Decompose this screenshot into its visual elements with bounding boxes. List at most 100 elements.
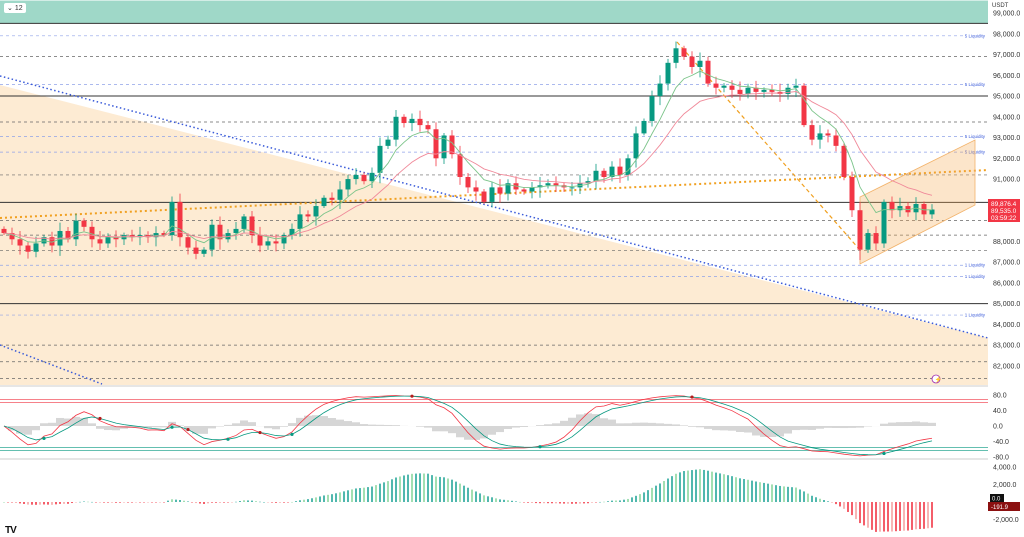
candle-body [177,201,183,238]
interval-legend[interactable]: ⌄ 12 [4,3,26,13]
macd-histogram-bar [15,502,17,503]
oscillator-histogram-bar [640,422,648,426]
oscillator-histogram-bar [832,426,840,428]
currency-unit[interactable]: USDT [992,3,1009,9]
price-tick-label: 93,000.0 [993,135,1020,142]
macd-histogram-bar [711,471,713,502]
macd-value-label: -191.9 [991,505,1009,511]
macd-histogram-bar [655,485,657,502]
macd-histogram-bar [907,502,909,531]
macd-histogram-bar [427,473,429,502]
macd-histogram-bar [539,502,541,504]
crossover-dot [410,394,414,398]
macd-histogram-bar [787,486,789,502]
macd-histogram-bar [887,502,889,532]
macd-histogram-bar [431,475,433,502]
macd-histogram-bar [803,491,805,502]
price-axis[interactable]: 99,000.0 98,000.0 97,000.0 96,000.0 95,000.0… [988,0,1024,537]
oscillator-signal-line [3,395,933,457]
macd-histogram-bar [371,486,373,502]
macd-histogram-bar [123,502,125,503]
macd-histogram-bar [627,498,629,502]
candle-body [33,243,39,252]
macd-histogram-bar [735,477,737,502]
liquidity-label: 1 Liquidity [965,313,986,318]
macd-histogram-bar [187,501,189,502]
oscillator-histogram-bar [240,420,248,426]
oscillator-histogram-bar [608,419,616,426]
candle-body [249,216,255,236]
candle-body [353,174,359,180]
macd-histogram-bar [227,502,229,503]
macd-histogram-bar [799,489,801,502]
ascending-channel [859,139,976,265]
macd-histogram-bar [807,493,809,502]
macd-histogram-bar [67,502,69,504]
oscillator-histogram-bar [816,426,824,429]
macd-histogram-bar [131,502,133,503]
macd-histogram-bar [91,501,93,503]
macd-histogram-bar [923,502,925,529]
candle-body [633,133,639,159]
macd-histogram-bar [871,502,873,530]
macd-histogram-bar [587,502,589,504]
macd-histogram-bar [575,502,577,504]
candle-body [465,177,471,188]
macd-histogram-bar [191,502,193,503]
candle-body [369,172,375,182]
oscillator-histogram-bar [704,426,712,429]
macd-histogram-bar [491,497,493,502]
macd-histogram-bar [303,499,305,502]
oscillator-histogram-bar [928,422,936,426]
oscillator-histogram-bar [512,426,520,428]
oscillator-histogram-bar [896,422,904,426]
oscillator-pane[interactable] [0,394,1024,460]
oscillator-histogram-bar [536,425,544,426]
macd-histogram-bar [591,502,593,503]
macd-histogram-bar [595,502,597,503]
macd-histogram-bar [919,502,921,530]
candle-body [113,237,119,240]
macd-histogram-bar [219,502,221,503]
macd-histogram-bar [827,501,829,502]
crossover-dot [42,436,46,440]
oscillator-histogram-bar [72,416,80,426]
macd-histogram-bar [567,502,569,504]
candle-body [401,116,407,124]
macd-histogram-bar [183,500,185,502]
macd-histogram-bar [311,498,313,502]
oscillator-histogram-bar [696,426,704,428]
candle-body [457,154,463,178]
macd-histogram-bar [691,470,693,502]
macd-histogram-bar [399,476,401,502]
macd-histogram-bar [467,487,469,502]
oscillator-histogram-bar [560,420,568,426]
macd-histogram-bar [243,500,245,502]
macd-histogram-bar [615,500,617,502]
candle-body [785,87,791,94]
candle-body [553,183,559,186]
candle-body [409,118,415,124]
candle-body [849,177,855,211]
macd-pane[interactable] [3,469,933,532]
oscillator-histogram-bar [880,423,888,426]
macd-histogram-bar [455,481,457,502]
candle-body [665,62,671,84]
oscillator-histogram-bar [152,426,160,428]
oscillator-histogram-bar [392,425,400,426]
macd-histogram-bar [367,487,369,502]
macd-histogram-bar [215,502,217,503]
macd-histogram-bar [271,502,273,503]
axis-background [988,0,1024,537]
chevron-down-icon: ⌄ [7,5,13,12]
candle-body [529,187,535,192]
macd-histogram-bar [43,502,45,505]
candle-body [25,245,31,252]
macd-zero-tag [990,494,1004,502]
price-tick-label: 97,000.0 [993,52,1020,59]
candle-body [169,201,175,236]
macd-histogram-bar [699,469,701,502]
oscillator-histogram-bar [888,422,896,426]
